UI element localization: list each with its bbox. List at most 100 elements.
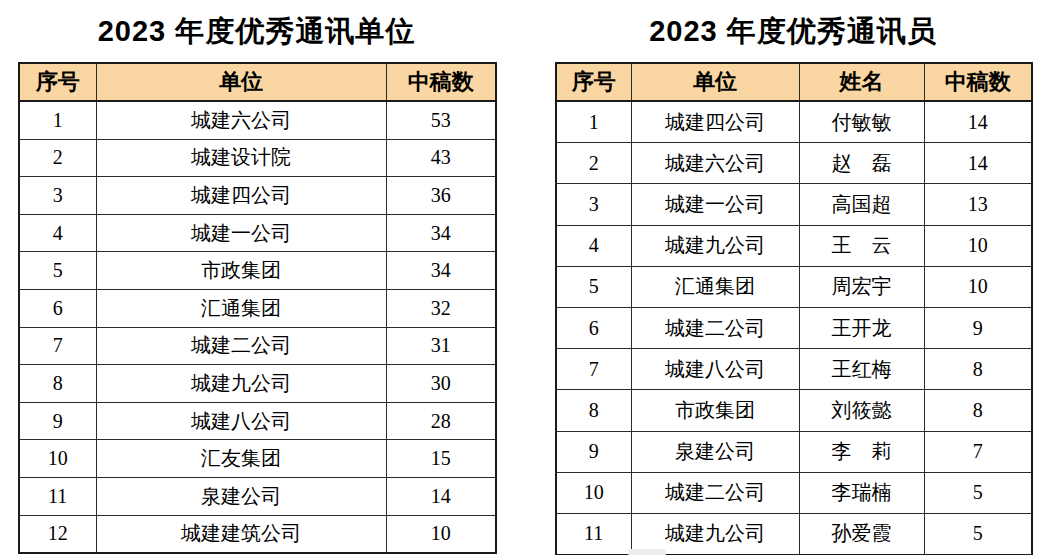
unit-cell: 城建二公司 bbox=[96, 327, 386, 365]
rank-cell: 2 bbox=[19, 139, 96, 177]
page: 2023 年度优秀通讯单位 序号单位中稿数1城建六公司532城建设计院433城建… bbox=[0, 0, 1051, 555]
unit-cell: 城建六公司 bbox=[631, 143, 799, 184]
table-row: 7城建八公司王红梅8 bbox=[556, 349, 1032, 390]
count-cell: 14 bbox=[924, 101, 1032, 143]
table-row: 10汇友集团15 bbox=[19, 440, 496, 478]
unit-cell: 汇通集团 bbox=[631, 266, 799, 307]
rank-cell: 3 bbox=[556, 184, 631, 225]
header-row: 序号单位姓名中稿数 bbox=[556, 63, 1032, 101]
units-table-title: 2023 年度优秀通讯单位 bbox=[18, 0, 495, 62]
count-cell: 10 bbox=[386, 515, 496, 553]
table-row: 5市政集团34 bbox=[19, 252, 496, 290]
rank-cell: 8 bbox=[19, 365, 96, 403]
unit-cell: 城建六公司 bbox=[96, 101, 386, 139]
unit-cell: 城建设计院 bbox=[96, 139, 386, 177]
rank-cell: 6 bbox=[556, 307, 631, 348]
table-row: 8城建九公司30 bbox=[19, 365, 496, 403]
count-cell: 31 bbox=[386, 327, 496, 365]
count-cell: 28 bbox=[386, 402, 496, 440]
column-header: 序号 bbox=[19, 63, 96, 101]
unit-cell: 城建八公司 bbox=[96, 402, 386, 440]
column-header: 中稿数 bbox=[386, 63, 496, 101]
rank-cell: 8 bbox=[556, 390, 631, 431]
bottom-edge-artifact bbox=[628, 549, 666, 555]
table-row: 4城建一公司34 bbox=[19, 214, 496, 252]
rank-cell: 6 bbox=[19, 289, 96, 327]
rank-cell: 1 bbox=[19, 101, 96, 139]
rank-cell: 1 bbox=[556, 101, 631, 143]
table-row: 12城建建筑公司10 bbox=[19, 515, 496, 553]
table-row: 7城建二公司31 bbox=[19, 327, 496, 365]
unit-cell: 市政集团 bbox=[96, 252, 386, 290]
table-row: 2城建六公司赵 磊14 bbox=[556, 143, 1032, 184]
table-row: 5汇通集团周宏宇10 bbox=[556, 266, 1032, 307]
column-header: 单位 bbox=[96, 63, 386, 101]
name-cell: 高国超 bbox=[799, 184, 924, 225]
table-row: 4城建九公司王 云10 bbox=[556, 225, 1032, 266]
table-row: 10城建二公司李瑞楠5 bbox=[556, 472, 1032, 513]
column-header: 姓名 bbox=[799, 63, 924, 101]
rank-cell: 12 bbox=[19, 515, 96, 553]
count-cell: 13 bbox=[924, 184, 1032, 225]
count-cell: 30 bbox=[386, 365, 496, 403]
unit-cell: 城建二公司 bbox=[631, 472, 799, 513]
unit-cell: 城建一公司 bbox=[631, 184, 799, 225]
header-row: 序号单位中稿数 bbox=[19, 63, 496, 101]
unit-cell: 汇通集团 bbox=[96, 289, 386, 327]
unit-cell: 城建九公司 bbox=[631, 225, 799, 266]
unit-cell: 城建八公司 bbox=[631, 349, 799, 390]
rank-cell: 9 bbox=[19, 402, 96, 440]
unit-cell: 城建建筑公司 bbox=[96, 515, 386, 553]
table-row: 1城建六公司53 bbox=[19, 101, 496, 139]
unit-cell: 城建一公司 bbox=[96, 214, 386, 252]
name-cell: 王开龙 bbox=[799, 307, 924, 348]
count-cell: 36 bbox=[386, 177, 496, 215]
column-header: 单位 bbox=[631, 63, 799, 101]
column-header: 中稿数 bbox=[924, 63, 1032, 101]
rank-cell: 7 bbox=[19, 327, 96, 365]
rank-cell: 4 bbox=[19, 214, 96, 252]
table-row: 9泉建公司李 莉7 bbox=[556, 431, 1032, 472]
unit-cell: 泉建公司 bbox=[631, 431, 799, 472]
count-cell: 10 bbox=[924, 225, 1032, 266]
name-cell: 赵 磊 bbox=[799, 143, 924, 184]
count-cell: 5 bbox=[924, 513, 1032, 555]
count-cell: 7 bbox=[924, 431, 1032, 472]
correspondents-table: 序号单位姓名中稿数1城建四公司付敏敏142城建六公司赵 磊143城建一公司高国超… bbox=[555, 62, 1033, 555]
count-cell: 14 bbox=[924, 143, 1032, 184]
correspondents-table-title: 2023 年度优秀通讯员 bbox=[555, 0, 1031, 62]
rank-cell: 5 bbox=[19, 252, 96, 290]
name-cell: 王 云 bbox=[799, 225, 924, 266]
correspondents-award-section: 2023 年度优秀通讯员 序号单位姓名中稿数1城建四公司付敏敏142城建六公司赵… bbox=[555, 0, 1031, 555]
table-row: 3城建一公司高国超13 bbox=[556, 184, 1032, 225]
name-cell: 付敏敏 bbox=[799, 101, 924, 143]
rank-cell: 7 bbox=[556, 349, 631, 390]
unit-cell: 泉建公司 bbox=[96, 477, 386, 515]
count-cell: 9 bbox=[924, 307, 1032, 348]
rank-cell: 9 bbox=[556, 431, 631, 472]
table-row: 8市政集团刘筱懿8 bbox=[556, 390, 1032, 431]
table-row: 2城建设计院43 bbox=[19, 139, 496, 177]
name-cell: 刘筱懿 bbox=[799, 390, 924, 431]
table-row: 6城建二公司王开龙9 bbox=[556, 307, 1032, 348]
unit-cell: 城建四公司 bbox=[631, 101, 799, 143]
name-cell: 李瑞楠 bbox=[799, 472, 924, 513]
table-row: 11泉建公司14 bbox=[19, 477, 496, 515]
table-row: 1城建四公司付敏敏14 bbox=[556, 101, 1032, 143]
count-cell: 8 bbox=[924, 349, 1032, 390]
count-cell: 34 bbox=[386, 214, 496, 252]
rank-cell: 10 bbox=[556, 472, 631, 513]
column-header: 序号 bbox=[556, 63, 631, 101]
table-row: 9城建八公司28 bbox=[19, 402, 496, 440]
name-cell: 李 莉 bbox=[799, 431, 924, 472]
count-cell: 10 bbox=[924, 266, 1032, 307]
count-cell: 5 bbox=[924, 472, 1032, 513]
units-award-section: 2023 年度优秀通讯单位 序号单位中稿数1城建六公司532城建设计院433城建… bbox=[18, 0, 495, 554]
rank-cell: 2 bbox=[556, 143, 631, 184]
table-row: 6汇通集团32 bbox=[19, 289, 496, 327]
unit-cell: 城建二公司 bbox=[631, 307, 799, 348]
rank-cell: 11 bbox=[556, 513, 631, 555]
rank-cell: 11 bbox=[19, 477, 96, 515]
unit-cell: 城建九公司 bbox=[96, 365, 386, 403]
table-row: 3城建四公司36 bbox=[19, 177, 496, 215]
